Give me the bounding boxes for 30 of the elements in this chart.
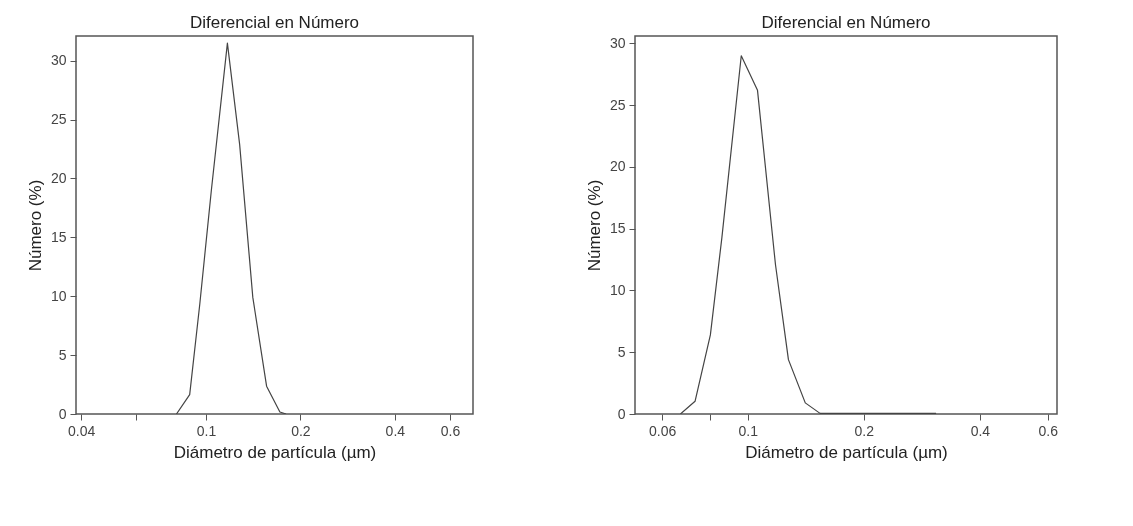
chart-title: Diferencial en Número <box>761 13 931 32</box>
x-tick-label: 0.1 <box>738 422 759 439</box>
y-tick-label: 0 <box>58 405 67 422</box>
x-tick-label: 0.6 <box>1038 422 1059 439</box>
y-tick-label: 25 <box>609 96 626 113</box>
y-tick-label: 30 <box>50 52 67 69</box>
y-tick-label: 5 <box>617 343 626 360</box>
y-axis-title: Número (%) <box>25 179 45 272</box>
y-tick-label: 30 <box>609 34 626 51</box>
y-tick-label: 0 <box>617 405 626 422</box>
x-tick-label: 0.06 <box>649 422 677 439</box>
y-tick-label: 20 <box>50 169 67 186</box>
x-axis-title: Diámetro de partícula (µm) <box>173 442 377 462</box>
y-tick-label: 10 <box>609 281 626 298</box>
chart-title: Diferencial en Número <box>189 13 360 32</box>
y-tick-label: 15 <box>50 228 67 245</box>
x-tick-label: 0.2 <box>291 422 311 439</box>
y-tick-label: 20 <box>609 158 626 175</box>
x-tick-label: 0.6 <box>440 422 461 439</box>
x-tick-label: 0.4 <box>970 422 991 439</box>
x-axis-title: Diámetro de partícula (µm) <box>745 442 948 462</box>
y-tick-label: 25 <box>50 111 67 128</box>
x-tick-label: 0.1 <box>196 422 217 439</box>
y-tick-label: 5 <box>58 346 67 363</box>
y-tick-label: 15 <box>609 220 626 237</box>
x-tick-label: 0.4 <box>385 422 406 439</box>
y-axis-title: Número (%) <box>584 179 604 272</box>
x-tick-label: 0.2 <box>854 422 875 439</box>
x-tick-label: 0.04 <box>68 422 96 439</box>
y-tick-label: 10 <box>50 287 67 304</box>
